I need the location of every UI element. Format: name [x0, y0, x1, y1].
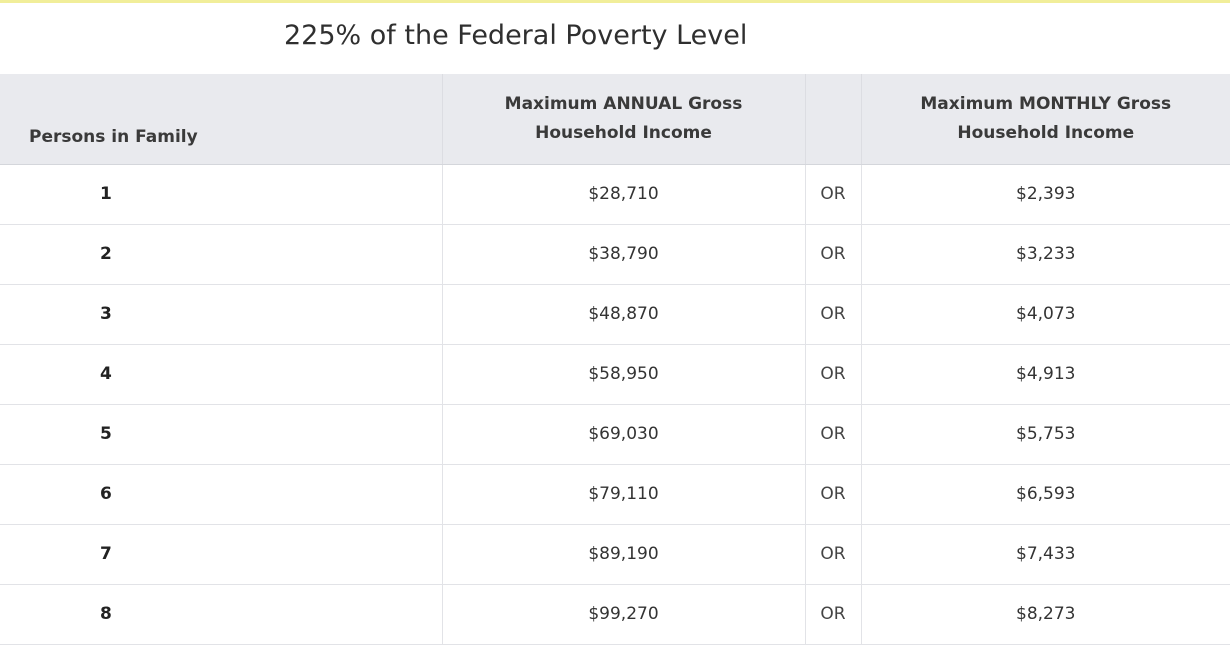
cell-monthly-income: $3,233: [860, 224, 1230, 285]
table-row: 7 $89,190 OR $7,433: [0, 524, 1230, 585]
cell-or: OR: [804, 164, 861, 225]
cell-persons: 2: [0, 224, 442, 285]
cell-or: OR: [804, 284, 861, 345]
cell-annual-income: $69,030: [441, 404, 805, 465]
cell-or: OR: [804, 584, 861, 645]
header-persons-in-family: Persons in Family: [0, 74, 442, 165]
cell-persons: 3: [0, 284, 442, 345]
cell-monthly-income: $4,073: [860, 284, 1230, 345]
cell-annual-income: $48,870: [441, 284, 805, 345]
header-annual-income: Maximum ANNUAL Gross Household Income: [441, 74, 805, 165]
table-header-row: Persons in Family Maximum ANNUAL Gross H…: [0, 74, 1230, 165]
cell-monthly-income: $5,753: [860, 404, 1230, 465]
cell-monthly-income: $4,913: [860, 344, 1230, 405]
table-row: 1 $28,710 OR $2,393: [0, 164, 1230, 225]
cell-monthly-income: $7,433: [860, 524, 1230, 585]
cell-or: OR: [804, 344, 861, 405]
cell-monthly-income: $8,273: [860, 584, 1230, 645]
cell-or: OR: [804, 464, 861, 525]
cell-annual-income: $79,110: [441, 464, 805, 525]
cell-or: OR: [804, 524, 861, 585]
table-row: 5 $69,030 OR $5,753: [0, 404, 1230, 465]
cell-persons: 4: [0, 344, 442, 405]
page-title: 225% of the Federal Poverty Level: [284, 20, 748, 51]
table-row: 4 $58,950 OR $4,913: [0, 344, 1230, 405]
cell-persons: 5: [0, 404, 442, 465]
header-or-spacer: [804, 74, 861, 165]
cell-or: OR: [804, 404, 861, 465]
cell-persons: 8: [0, 584, 442, 645]
cell-persons: 6: [0, 464, 442, 525]
cell-annual-income: $28,710: [441, 164, 805, 225]
income-limits-table: Persons in Family Maximum ANNUAL Gross H…: [0, 74, 1230, 645]
cell-annual-income: $58,950: [441, 344, 805, 405]
header-monthly-income: Maximum MONTHLY Gross Household Income: [860, 74, 1230, 165]
cell-annual-income: $99,270: [441, 584, 805, 645]
cell-persons: 7: [0, 524, 442, 585]
table-row: 2 $38,790 OR $3,233: [0, 224, 1230, 285]
cell-monthly-income: $6,593: [860, 464, 1230, 525]
table-row: 8 $99,270 OR $8,273: [0, 584, 1230, 645]
table-row: 6 $79,110 OR $6,593: [0, 464, 1230, 525]
cell-annual-income: $89,190: [441, 524, 805, 585]
cell-monthly-income: $2,393: [860, 164, 1230, 225]
top-accent-bar: [0, 0, 1230, 3]
cell-or: OR: [804, 224, 861, 285]
cell-annual-income: $38,790: [441, 224, 805, 285]
table-row: 3 $48,870 OR $4,073: [0, 284, 1230, 345]
cell-persons: 1: [0, 164, 442, 225]
